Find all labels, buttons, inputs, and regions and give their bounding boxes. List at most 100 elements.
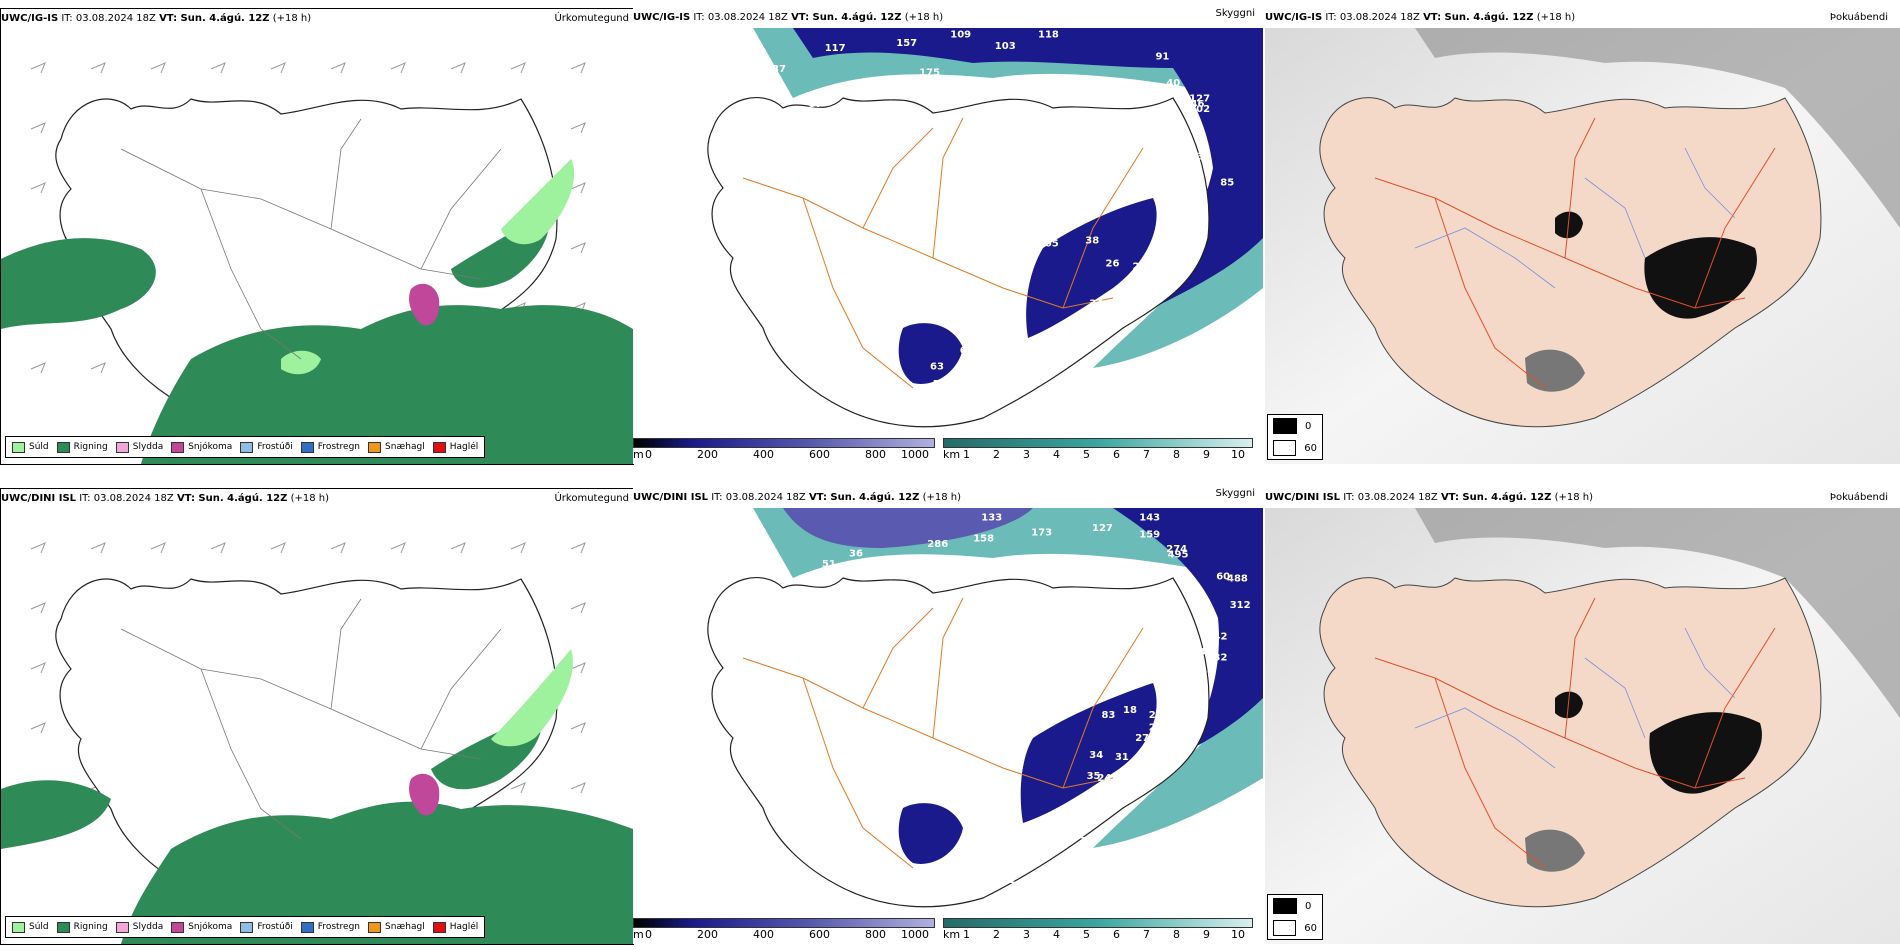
swatch-black bbox=[1273, 418, 1297, 434]
cloudbase-value-label: 91 bbox=[1155, 52, 1169, 63]
tick-label: 200 bbox=[697, 928, 718, 941]
visibility-unit: km bbox=[943, 448, 961, 461]
fog-legend-row: 0 bbox=[1268, 895, 1322, 917]
panel-header: UWC/IG-IS IT: 03.08.2024 18Z VT: Sun. 4.… bbox=[1265, 8, 1900, 28]
cloudbase-value-label: 57 bbox=[1006, 861, 1020, 872]
swatch-white bbox=[1273, 920, 1297, 936]
cloudbase-value-label: 103 bbox=[995, 41, 1016, 52]
cloudbase-value-label: 26 bbox=[1187, 251, 1201, 262]
cloudbase-value-label: 40 bbox=[1166, 78, 1180, 89]
cloudbase-value-label: 109 bbox=[950, 29, 971, 40]
cloudbase-value-label: 70 bbox=[1079, 836, 1093, 847]
tick-label: 0 bbox=[645, 448, 652, 461]
cloudbase-value-label: 133 bbox=[981, 513, 1002, 524]
cloudbase-value-label: 46 bbox=[1191, 99, 1205, 110]
cloudbase-value-label: 34 bbox=[1199, 647, 1213, 658]
swatch-freezing-rain bbox=[300, 441, 314, 453]
issue-time: IT: 03.08.2024 18Z bbox=[61, 13, 156, 24]
fog-legend: 0 60 bbox=[1267, 894, 1323, 940]
cloudbase-value-label: 40 bbox=[1173, 663, 1187, 674]
lead-time: (+18 h) bbox=[1554, 492, 1594, 503]
legend-item: Rigning bbox=[56, 441, 108, 453]
cloudbase-value-label: 65 bbox=[1045, 238, 1059, 249]
panel-title: Úrkomutegund bbox=[554, 493, 629, 504]
tick-label: 1 bbox=[963, 448, 970, 461]
legend-item: Frostregn bbox=[300, 921, 360, 933]
cloudbase-value-label: 78 bbox=[1180, 582, 1194, 593]
cloudbase-value-label: 51 bbox=[822, 559, 836, 570]
model-name: UWC/IG-IS bbox=[633, 12, 691, 23]
legend-item: Súld bbox=[12, 921, 49, 933]
tick-label: 2 bbox=[993, 928, 1000, 941]
precip-map bbox=[1, 542, 633, 944]
tick-label: 800 bbox=[865, 928, 886, 941]
swatch-freezing-drizzle bbox=[240, 921, 254, 933]
cloudbase-colorbar: m 0 200 400 600 800 1000 bbox=[633, 918, 935, 944]
lead-time: (+18 h) bbox=[904, 12, 944, 23]
tick-label: 800 bbox=[865, 448, 886, 461]
tick-label: 4 bbox=[1053, 928, 1060, 941]
swatch-black bbox=[1273, 898, 1297, 914]
precip-type-legend: Súld Rigning Slydda Snjókoma Frostúði Fr… bbox=[5, 436, 486, 458]
tick-label: 9 bbox=[1203, 448, 1210, 461]
tick-label: 200 bbox=[697, 448, 718, 461]
lead-time: (+18 h) bbox=[922, 492, 962, 503]
fog-map bbox=[1265, 508, 1900, 944]
cloudbase-value-label: 158 bbox=[973, 534, 994, 545]
cloudbase-value-label: 60 bbox=[1216, 571, 1230, 582]
swatch-sleet bbox=[115, 441, 129, 453]
panel-header: UWC/IG-IS IT: 03.08.2024 18Z VT: Sun. 4.… bbox=[633, 8, 1263, 28]
cloudbase-unit: m bbox=[633, 448, 644, 461]
valid-time: VT: Sun. 4.ágú. 12Z bbox=[176, 493, 288, 504]
swatch-rain bbox=[56, 921, 70, 933]
model-name: UWC/IG-IS bbox=[1, 13, 59, 24]
cloud-panel-row1: UWC/IG-IS IT: 03.08.2024 18Z VT: Sun. 4.… bbox=[633, 8, 1263, 464]
cloudbase-value-label: 36 bbox=[1185, 710, 1199, 721]
cloudbase-value-label: 26 bbox=[1133, 262, 1147, 273]
fog-legend-row: 60 bbox=[1268, 917, 1322, 939]
issue-time: IT: 03.08.2024 18Z bbox=[1325, 12, 1420, 23]
cloudbase-value-label: 175 bbox=[919, 67, 940, 78]
cloudbase-value-label: 28 bbox=[957, 377, 971, 388]
issue-time: IT: 03.08.2024 18Z bbox=[1343, 492, 1438, 503]
legend-item: Frostregn bbox=[300, 441, 360, 453]
tick-label: 9 bbox=[1203, 928, 1210, 941]
lead-time: (+18 h) bbox=[290, 493, 330, 504]
tick-label: 8 bbox=[1173, 448, 1180, 461]
tick-label: 400 bbox=[753, 928, 774, 941]
cloudbase-value-label: 62 bbox=[1002, 875, 1016, 886]
tick-label: 8 bbox=[1173, 928, 1180, 941]
cloudbase-value-label: 18 bbox=[1123, 705, 1137, 716]
cloudbase-value-label: 143 bbox=[1139, 513, 1160, 524]
legend-item: Haglél bbox=[432, 441, 478, 453]
cloudbase-value-label: 25 bbox=[1033, 853, 1047, 864]
panel-header: UWC/DINI ISL IT: 03.08.2024 18Z VT: Sun.… bbox=[633, 488, 1263, 508]
cloudbase-value-label: 29 bbox=[1160, 280, 1174, 291]
swatch-snow bbox=[171, 921, 185, 933]
cloudbase-value-label: 32 bbox=[890, 559, 904, 570]
cloudbase-value-label: 73 bbox=[836, 84, 850, 95]
legend-item: Snæhagl bbox=[368, 921, 425, 933]
cloudbase-value-label: 117 bbox=[825, 43, 846, 54]
cloudbase-value-label: 27 bbox=[1181, 697, 1195, 708]
cloudbase-value-label: 495 bbox=[1168, 549, 1189, 560]
precip-type-legend: Súld Rigning Slydda Snjókoma Frostúði Fr… bbox=[5, 916, 486, 938]
swatch-freezing-drizzle bbox=[240, 441, 254, 453]
panel-header: UWC/DINI ISL IT: 03.08.2024 18Z VT: Sun.… bbox=[1265, 488, 1900, 508]
issue-time: IT: 03.08.2024 18Z bbox=[693, 12, 788, 23]
legend-item: Rigning bbox=[56, 921, 108, 933]
fog-legend-row: 60 bbox=[1268, 437, 1322, 459]
tick-label: 5 bbox=[1083, 928, 1090, 941]
model-name: UWC/DINI ISL bbox=[1265, 492, 1341, 503]
cloud-panel-row2: UWC/DINI ISL IT: 03.08.2024 18Z VT: Sun.… bbox=[633, 488, 1263, 944]
cloudbase-value-label: 37 bbox=[768, 76, 782, 87]
tick-label: 6 bbox=[1113, 448, 1120, 461]
visibility-colorbar: km 1 2 3 4 5 6 7 8 9 10 bbox=[943, 918, 1253, 944]
cloudbase-value-label: 27 bbox=[1135, 733, 1149, 744]
panel-title: Skyggni bbox=[1215, 488, 1255, 499]
cloudbase-value-label: 118 bbox=[1038, 29, 1059, 40]
cloudbase-value-label: 35 bbox=[1087, 771, 1101, 782]
swatch-snow bbox=[171, 441, 185, 453]
cloudbase-value-label: 31 bbox=[1189, 235, 1203, 246]
